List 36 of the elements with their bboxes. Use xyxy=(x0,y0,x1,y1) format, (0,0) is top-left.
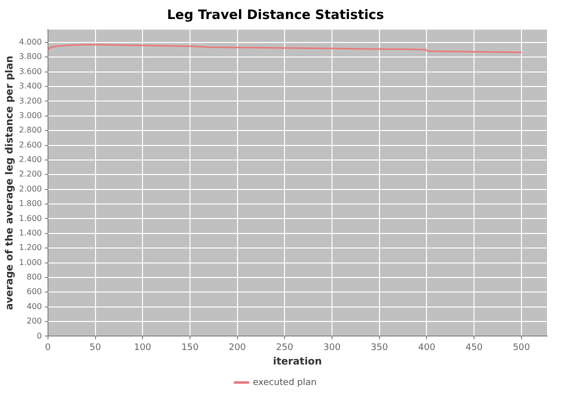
y-tick-label: 2.000 xyxy=(18,184,42,194)
y-tick-label: 4.000 xyxy=(18,38,42,47)
x-tick-label: 250 xyxy=(276,342,294,353)
y-tick-label: 1.200 xyxy=(18,243,42,252)
x-tick-label: 400 xyxy=(418,342,436,353)
y-tick-label: 600 xyxy=(26,287,42,296)
chart-title: Leg Travel Distance Statistics xyxy=(167,8,384,24)
y-tick-label: 1.400 xyxy=(18,228,42,238)
x-tick-label: 150 xyxy=(181,342,199,353)
y-axis-title: average of the average leg distance per plan xyxy=(4,56,16,310)
y-tick-label: 1.000 xyxy=(18,258,42,267)
x-tick-label: 50 xyxy=(90,342,102,353)
y-tick-label: 3.200 xyxy=(18,96,42,106)
y-tick-label: 200 xyxy=(26,316,42,326)
y-tick-label: 3.000 xyxy=(18,110,42,120)
x-tick-label: 200 xyxy=(228,342,246,353)
y-tick-label: 400 xyxy=(26,302,42,311)
y-tick-label: 3.800 xyxy=(18,52,42,62)
x-tick-label: 100 xyxy=(134,342,152,353)
x-tick-label: 450 xyxy=(465,342,483,353)
y-tick-label: 1.600 xyxy=(18,214,42,223)
x-tick-label: 0 xyxy=(45,342,52,353)
x-tick-label: 300 xyxy=(323,342,341,353)
x-tick-label: 350 xyxy=(370,342,388,353)
y-tick-label: 2.600 xyxy=(18,140,42,150)
y-tick-label: 2.400 xyxy=(18,155,42,164)
y-tick-label: 3.600 xyxy=(18,66,42,76)
legend-label: executed plan xyxy=(252,378,317,388)
y-tick-label: 1.800 xyxy=(18,199,42,208)
x-tick-label: 500 xyxy=(512,342,530,353)
y-tick-label: 800 xyxy=(26,272,42,282)
y-tick-label: 2.800 xyxy=(18,126,42,135)
y-tick-label: 2.200 xyxy=(18,170,42,179)
y-tick-label: 0 xyxy=(36,331,42,340)
y-tick-label: 3.400 xyxy=(18,82,42,91)
x-axis-title: iteration xyxy=(273,356,322,368)
